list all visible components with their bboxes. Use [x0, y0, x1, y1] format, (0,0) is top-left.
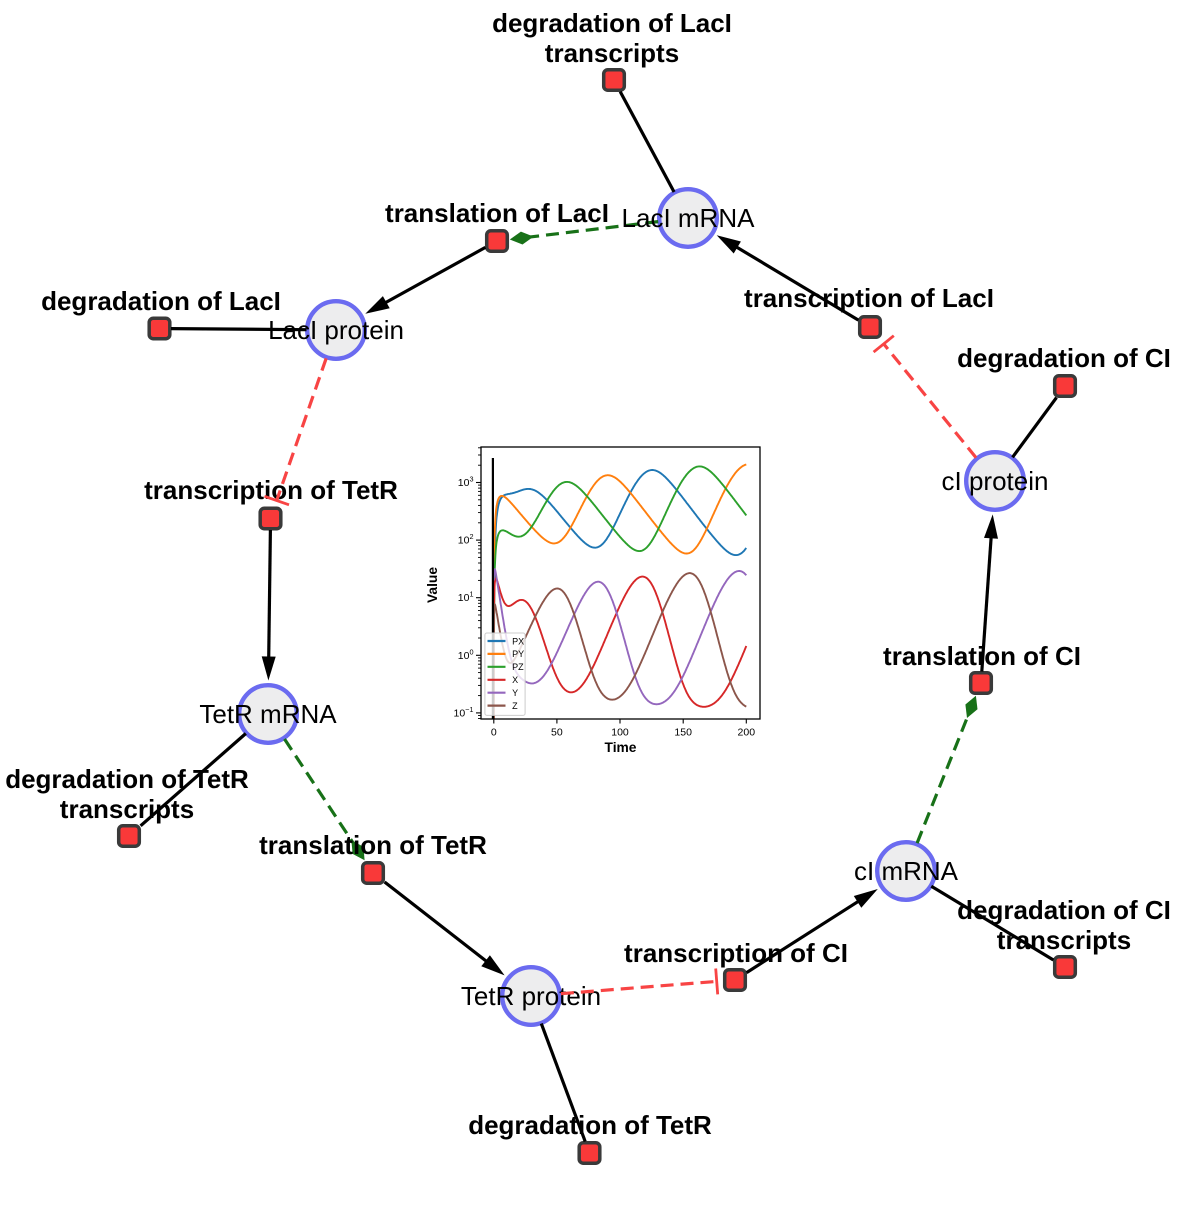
svg-text:degradation of LacI: degradation of LacI	[492, 8, 732, 38]
svg-text:PY: PY	[512, 649, 524, 659]
svg-text:Y: Y	[512, 688, 518, 698]
svg-text:LacI mRNA: LacI mRNA	[622, 203, 756, 233]
svg-text:TetR protein: TetR protein	[461, 981, 601, 1011]
svg-text:degradation of LacI: degradation of LacI	[41, 286, 281, 316]
svg-text:translation of LacI: translation of LacI	[385, 198, 609, 228]
svg-text:PX: PX	[512, 636, 524, 646]
svg-text:degradation of TetR: degradation of TetR	[468, 1110, 712, 1140]
svg-text:PZ: PZ	[512, 662, 524, 672]
svg-text:TetR mRNA: TetR mRNA	[199, 699, 337, 729]
svg-text:transcription of LacI: transcription of LacI	[744, 283, 994, 313]
svg-text:translation of CI: translation of CI	[883, 641, 1081, 671]
svg-text:Value: Value	[425, 567, 440, 603]
svg-text:degradation of CI: degradation of CI	[957, 343, 1171, 373]
svg-text:cI protein: cI protein	[942, 466, 1049, 496]
svg-text:150: 150	[674, 727, 692, 739]
svg-text:Time: Time	[605, 740, 637, 755]
svg-text:100: 100	[611, 727, 629, 739]
svg-text:0: 0	[491, 727, 497, 739]
svg-text:cI mRNA: cI mRNA	[854, 856, 959, 886]
svg-text:transcription of TetR: transcription of TetR	[144, 475, 398, 505]
svg-text:transcripts: transcripts	[997, 925, 1131, 955]
svg-text:transcripts: transcripts	[545, 38, 679, 68]
svg-text:degradation of TetR: degradation of TetR	[5, 764, 249, 794]
svg-text:X: X	[512, 675, 518, 685]
svg-text:Z: Z	[512, 701, 518, 711]
svg-text:degradation of CI: degradation of CI	[957, 895, 1171, 925]
svg-text:50: 50	[551, 727, 563, 739]
svg-text:translation of TetR: translation of TetR	[259, 830, 487, 860]
svg-text:LacI protein: LacI protein	[268, 315, 404, 345]
svg-text:transcripts: transcripts	[60, 794, 194, 824]
svg-text:200: 200	[738, 727, 756, 739]
svg-text:transcription of CI: transcription of CI	[624, 938, 848, 968]
